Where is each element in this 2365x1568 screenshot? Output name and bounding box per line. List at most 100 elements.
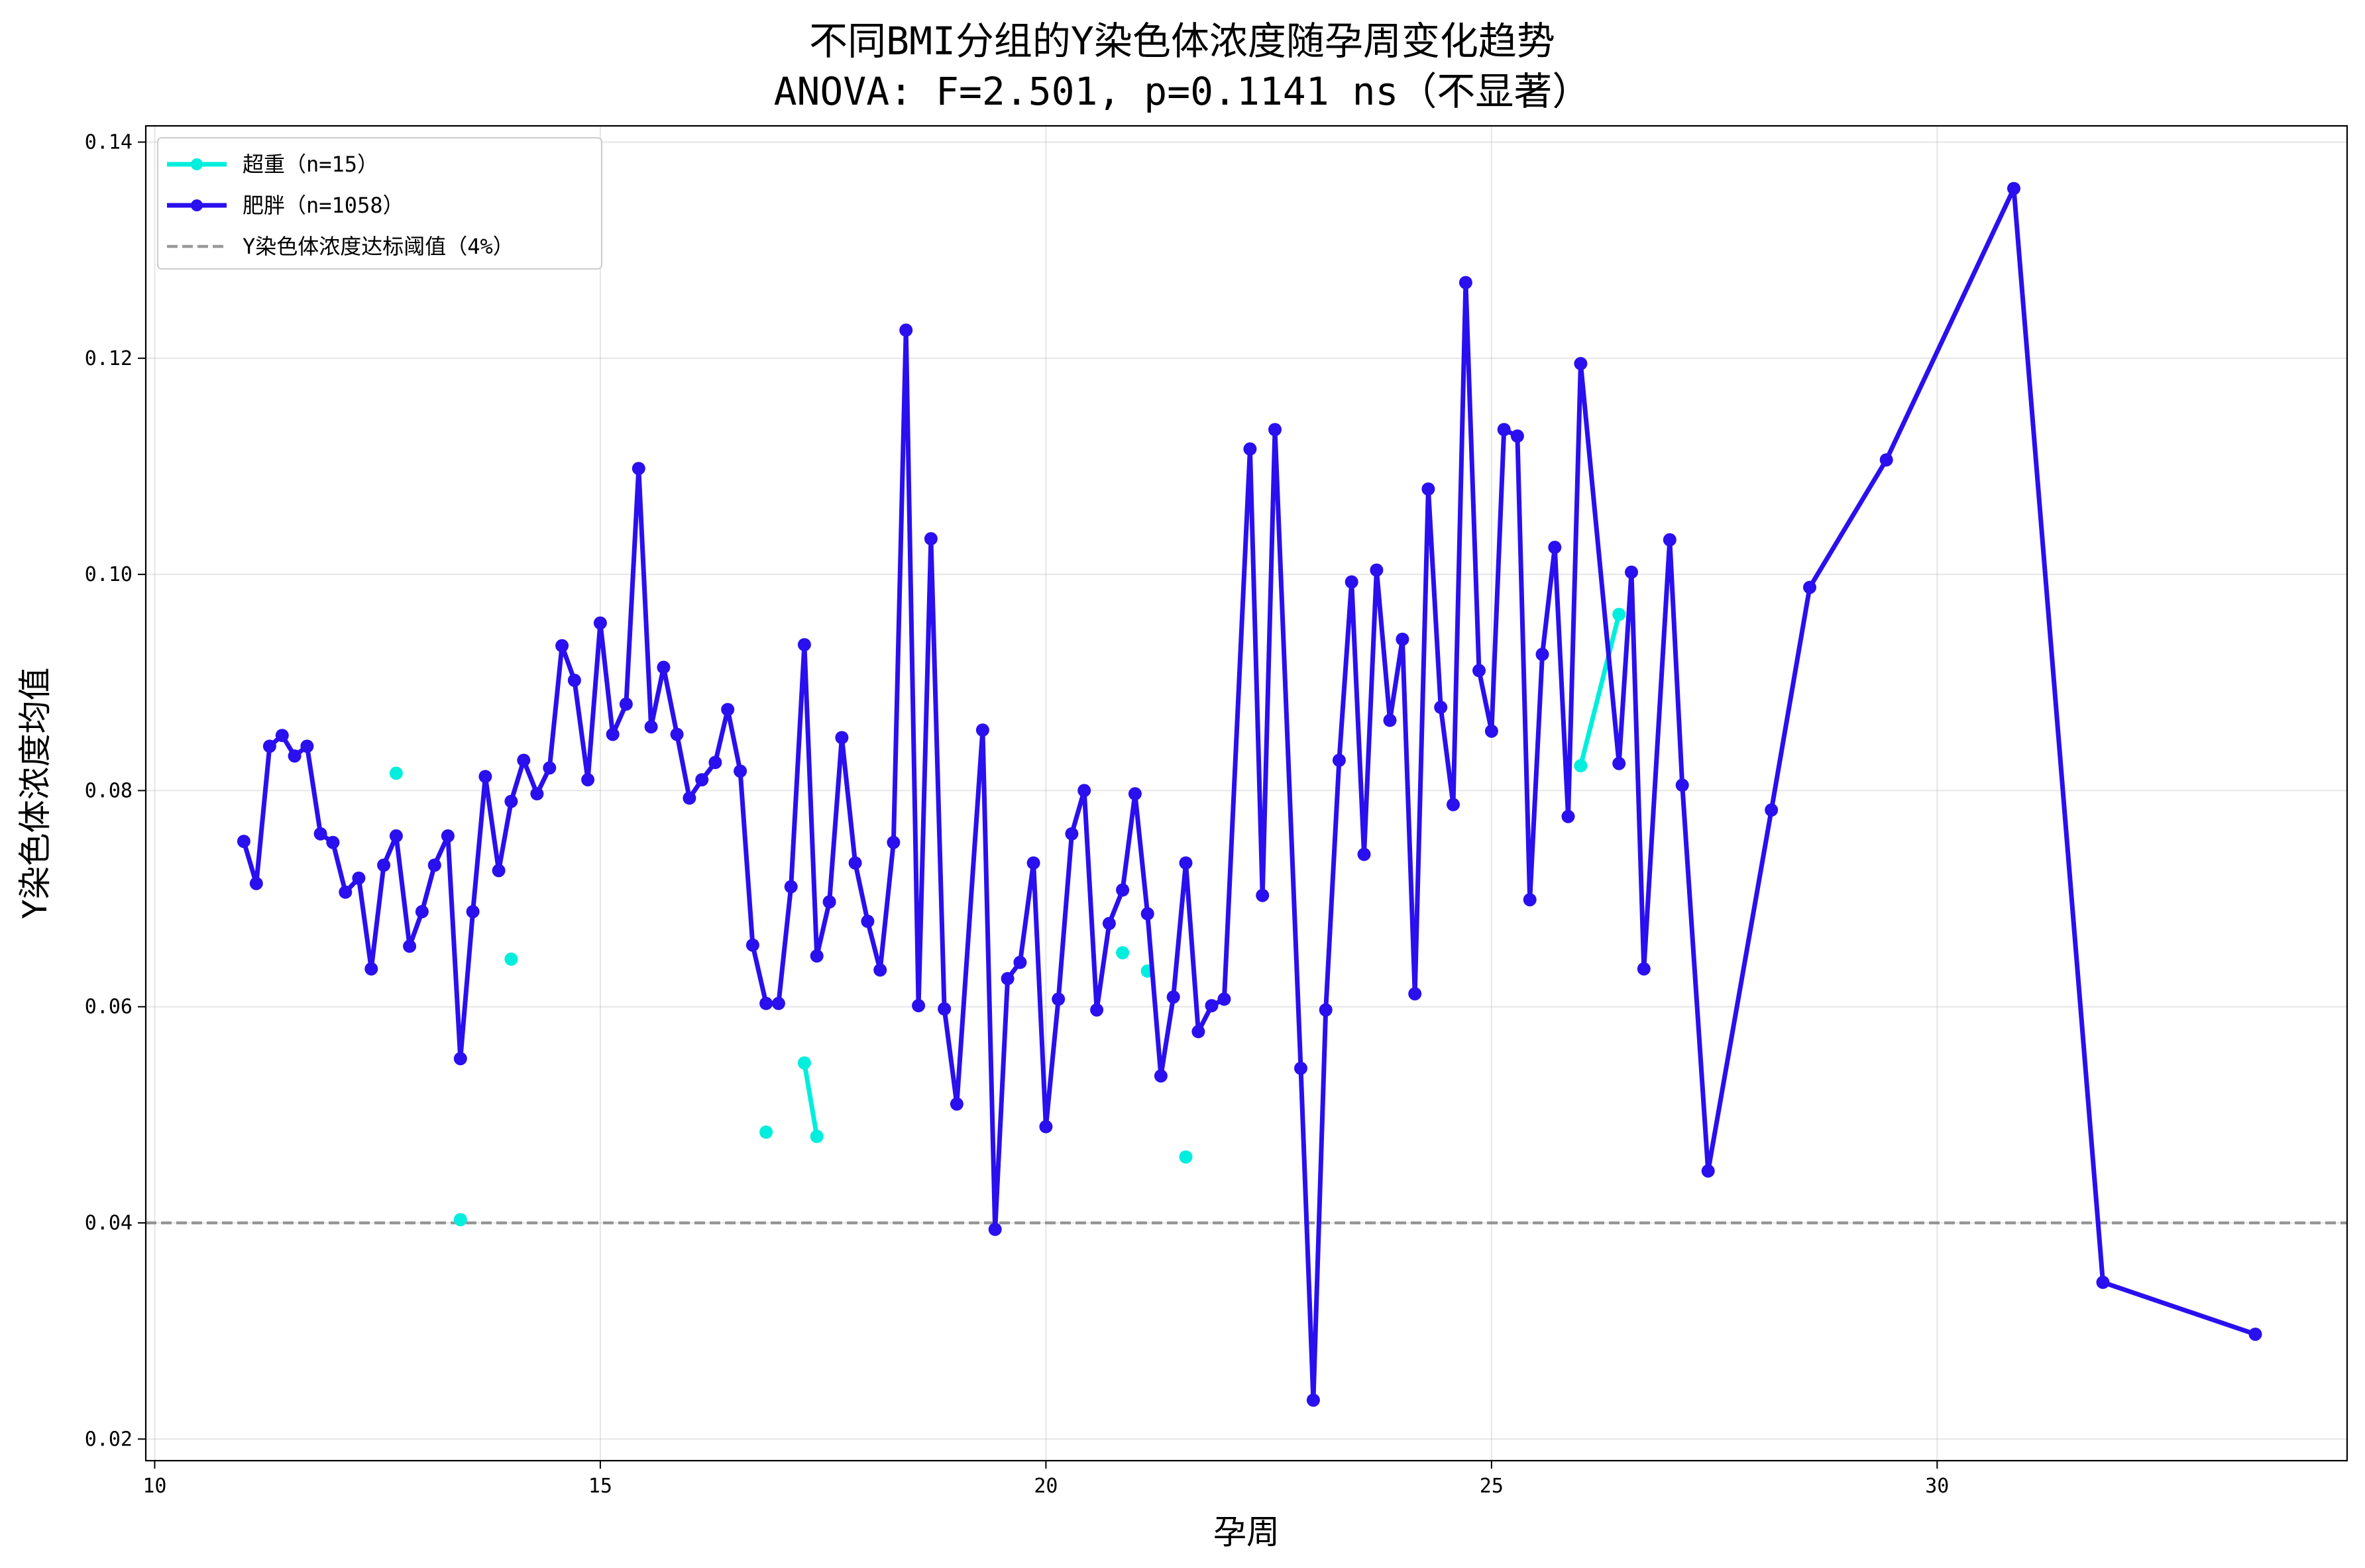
data-point (1179, 856, 1193, 870)
data-point (377, 859, 391, 872)
data-point (975, 723, 989, 737)
data-point (734, 764, 747, 778)
data-point (695, 773, 709, 787)
data-point (1510, 429, 1524, 443)
data-point (567, 674, 581, 687)
data-point (938, 1002, 952, 1016)
x-tick-label: 20 (1034, 1475, 1058, 1498)
data-point (950, 1097, 963, 1111)
data-point (810, 949, 824, 963)
x-tick-label: 25 (1480, 1475, 1504, 1498)
data-point (1637, 962, 1651, 976)
data-point (352, 871, 366, 885)
data-point (581, 773, 595, 787)
legend-marker (191, 158, 203, 170)
data-point (1701, 1164, 1715, 1178)
legend-label: 肥胖（n=1058） (243, 193, 404, 218)
data-point (887, 835, 901, 849)
data-point (619, 697, 633, 711)
data-point (848, 856, 862, 870)
data-point (1013, 955, 1027, 969)
plot-area: 10 15 20 25 30 0.02 0.04 0.06 0.08 0.10 0.12 0.14 (85, 125, 2348, 1498)
y-tick-label: 0.08 (85, 779, 133, 802)
data-point (644, 720, 658, 734)
data-point (1128, 787, 1142, 801)
data-point (1765, 803, 1779, 817)
data-point (708, 756, 722, 769)
data-point (1166, 990, 1180, 1004)
data-point (427, 859, 441, 872)
data-point (1803, 580, 1816, 594)
data-point (1102, 917, 1116, 931)
legend-box (157, 137, 602, 270)
y-tick-label: 0.12 (85, 347, 133, 370)
data-point (2248, 1328, 2262, 1341)
series-1 (389, 607, 1626, 1227)
data-point (364, 962, 378, 976)
series-line (802, 1061, 820, 1139)
data-point (326, 835, 340, 849)
data-point (1472, 664, 1486, 678)
y-tick-label: 0.06 (85, 996, 133, 1019)
data-point (797, 1056, 811, 1070)
y-tick-label: 0.10 (85, 563, 133, 586)
data-point (721, 703, 735, 717)
data-point (822, 895, 836, 909)
data-point (771, 996, 785, 1010)
data-point (543, 761, 557, 775)
data-point (453, 1213, 467, 1227)
data-point (810, 1129, 824, 1143)
data-point (1574, 758, 1588, 772)
data-point (606, 727, 620, 741)
data-point (1625, 565, 1638, 579)
series-layer (237, 182, 2262, 1407)
data-point (1026, 856, 1040, 870)
data-point (1879, 453, 1893, 467)
data-point (492, 864, 506, 878)
y-tick-label: 0.02 (85, 1428, 133, 1451)
data-point (1306, 1393, 1320, 1407)
data-point (1421, 482, 1435, 496)
data-point (300, 739, 314, 753)
data-point (2007, 182, 2020, 195)
data-point (899, 323, 913, 337)
legend-label: Y染色体浓度达标阈值（4%） (243, 234, 514, 259)
data-point (415, 905, 429, 919)
data-point (797, 638, 811, 652)
data-point (1179, 1150, 1193, 1164)
data-point (555, 639, 569, 653)
data-point (1039, 1120, 1053, 1133)
data-point (784, 880, 798, 894)
y-tick-label: 0.04 (85, 1212, 133, 1235)
data-point (1447, 798, 1460, 811)
data-point (1612, 757, 1626, 770)
data-point (1140, 907, 1154, 921)
data-point (1001, 972, 1015, 986)
data-point (1052, 992, 1066, 1006)
data-point (670, 727, 684, 741)
data-point (1268, 423, 1282, 437)
plot-frame (144, 125, 2348, 1462)
data-point (1116, 946, 1130, 960)
data-point (1154, 1069, 1168, 1083)
data-point (1319, 1003, 1333, 1017)
data-point (1548, 541, 1562, 554)
data-point (1345, 575, 1358, 589)
data-point (1675, 778, 1689, 792)
data-point (1077, 784, 1091, 798)
chart-title: 不同BMI分组的Y染色体浓度随孕周变化趋势 (809, 19, 1555, 64)
data-point (593, 616, 607, 630)
data-point (861, 914, 875, 928)
data-point (1434, 700, 1448, 714)
grid (146, 126, 2347, 1461)
data-point (504, 794, 518, 808)
x-tick-label: 15 (588, 1475, 612, 1498)
data-point (1090, 1003, 1104, 1017)
data-point (237, 835, 250, 849)
data-point (1217, 992, 1231, 1006)
data-point (2096, 1275, 2110, 1289)
chart-subtitle: ANOVA: F=2.501, p=0.1141 ns（不显著） (774, 69, 1591, 114)
data-point (1484, 724, 1498, 738)
data-point (1332, 753, 1346, 767)
